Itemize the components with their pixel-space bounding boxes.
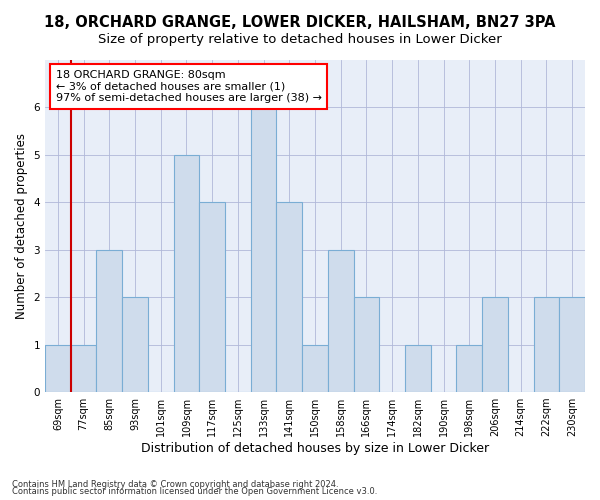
X-axis label: Distribution of detached houses by size in Lower Dicker: Distribution of detached houses by size … [141,442,489,455]
Text: Size of property relative to detached houses in Lower Dicker: Size of property relative to detached ho… [98,32,502,46]
Bar [302,344,328,392]
Bar [328,250,353,392]
Bar [482,297,508,392]
Bar [457,344,482,392]
Bar [173,155,199,392]
Bar [97,250,122,392]
Bar [71,344,97,392]
Text: 18 ORCHARD GRANGE: 80sqm
← 3% of detached houses are smaller (1)
97% of semi-det: 18 ORCHARD GRANGE: 80sqm ← 3% of detache… [56,70,322,103]
Text: 18, ORCHARD GRANGE, LOWER DICKER, HAILSHAM, BN27 3PA: 18, ORCHARD GRANGE, LOWER DICKER, HAILSH… [44,15,556,30]
Y-axis label: Number of detached properties: Number of detached properties [15,133,28,319]
Bar [45,344,71,392]
Bar [251,108,277,392]
Bar [559,297,585,392]
Bar [533,297,559,392]
Bar [122,297,148,392]
Text: Contains public sector information licensed under the Open Government Licence v3: Contains public sector information licen… [12,487,377,496]
Bar [199,202,225,392]
Bar [405,344,431,392]
Bar [277,202,302,392]
Bar [353,297,379,392]
Text: Contains HM Land Registry data © Crown copyright and database right 2024.: Contains HM Land Registry data © Crown c… [12,480,338,489]
